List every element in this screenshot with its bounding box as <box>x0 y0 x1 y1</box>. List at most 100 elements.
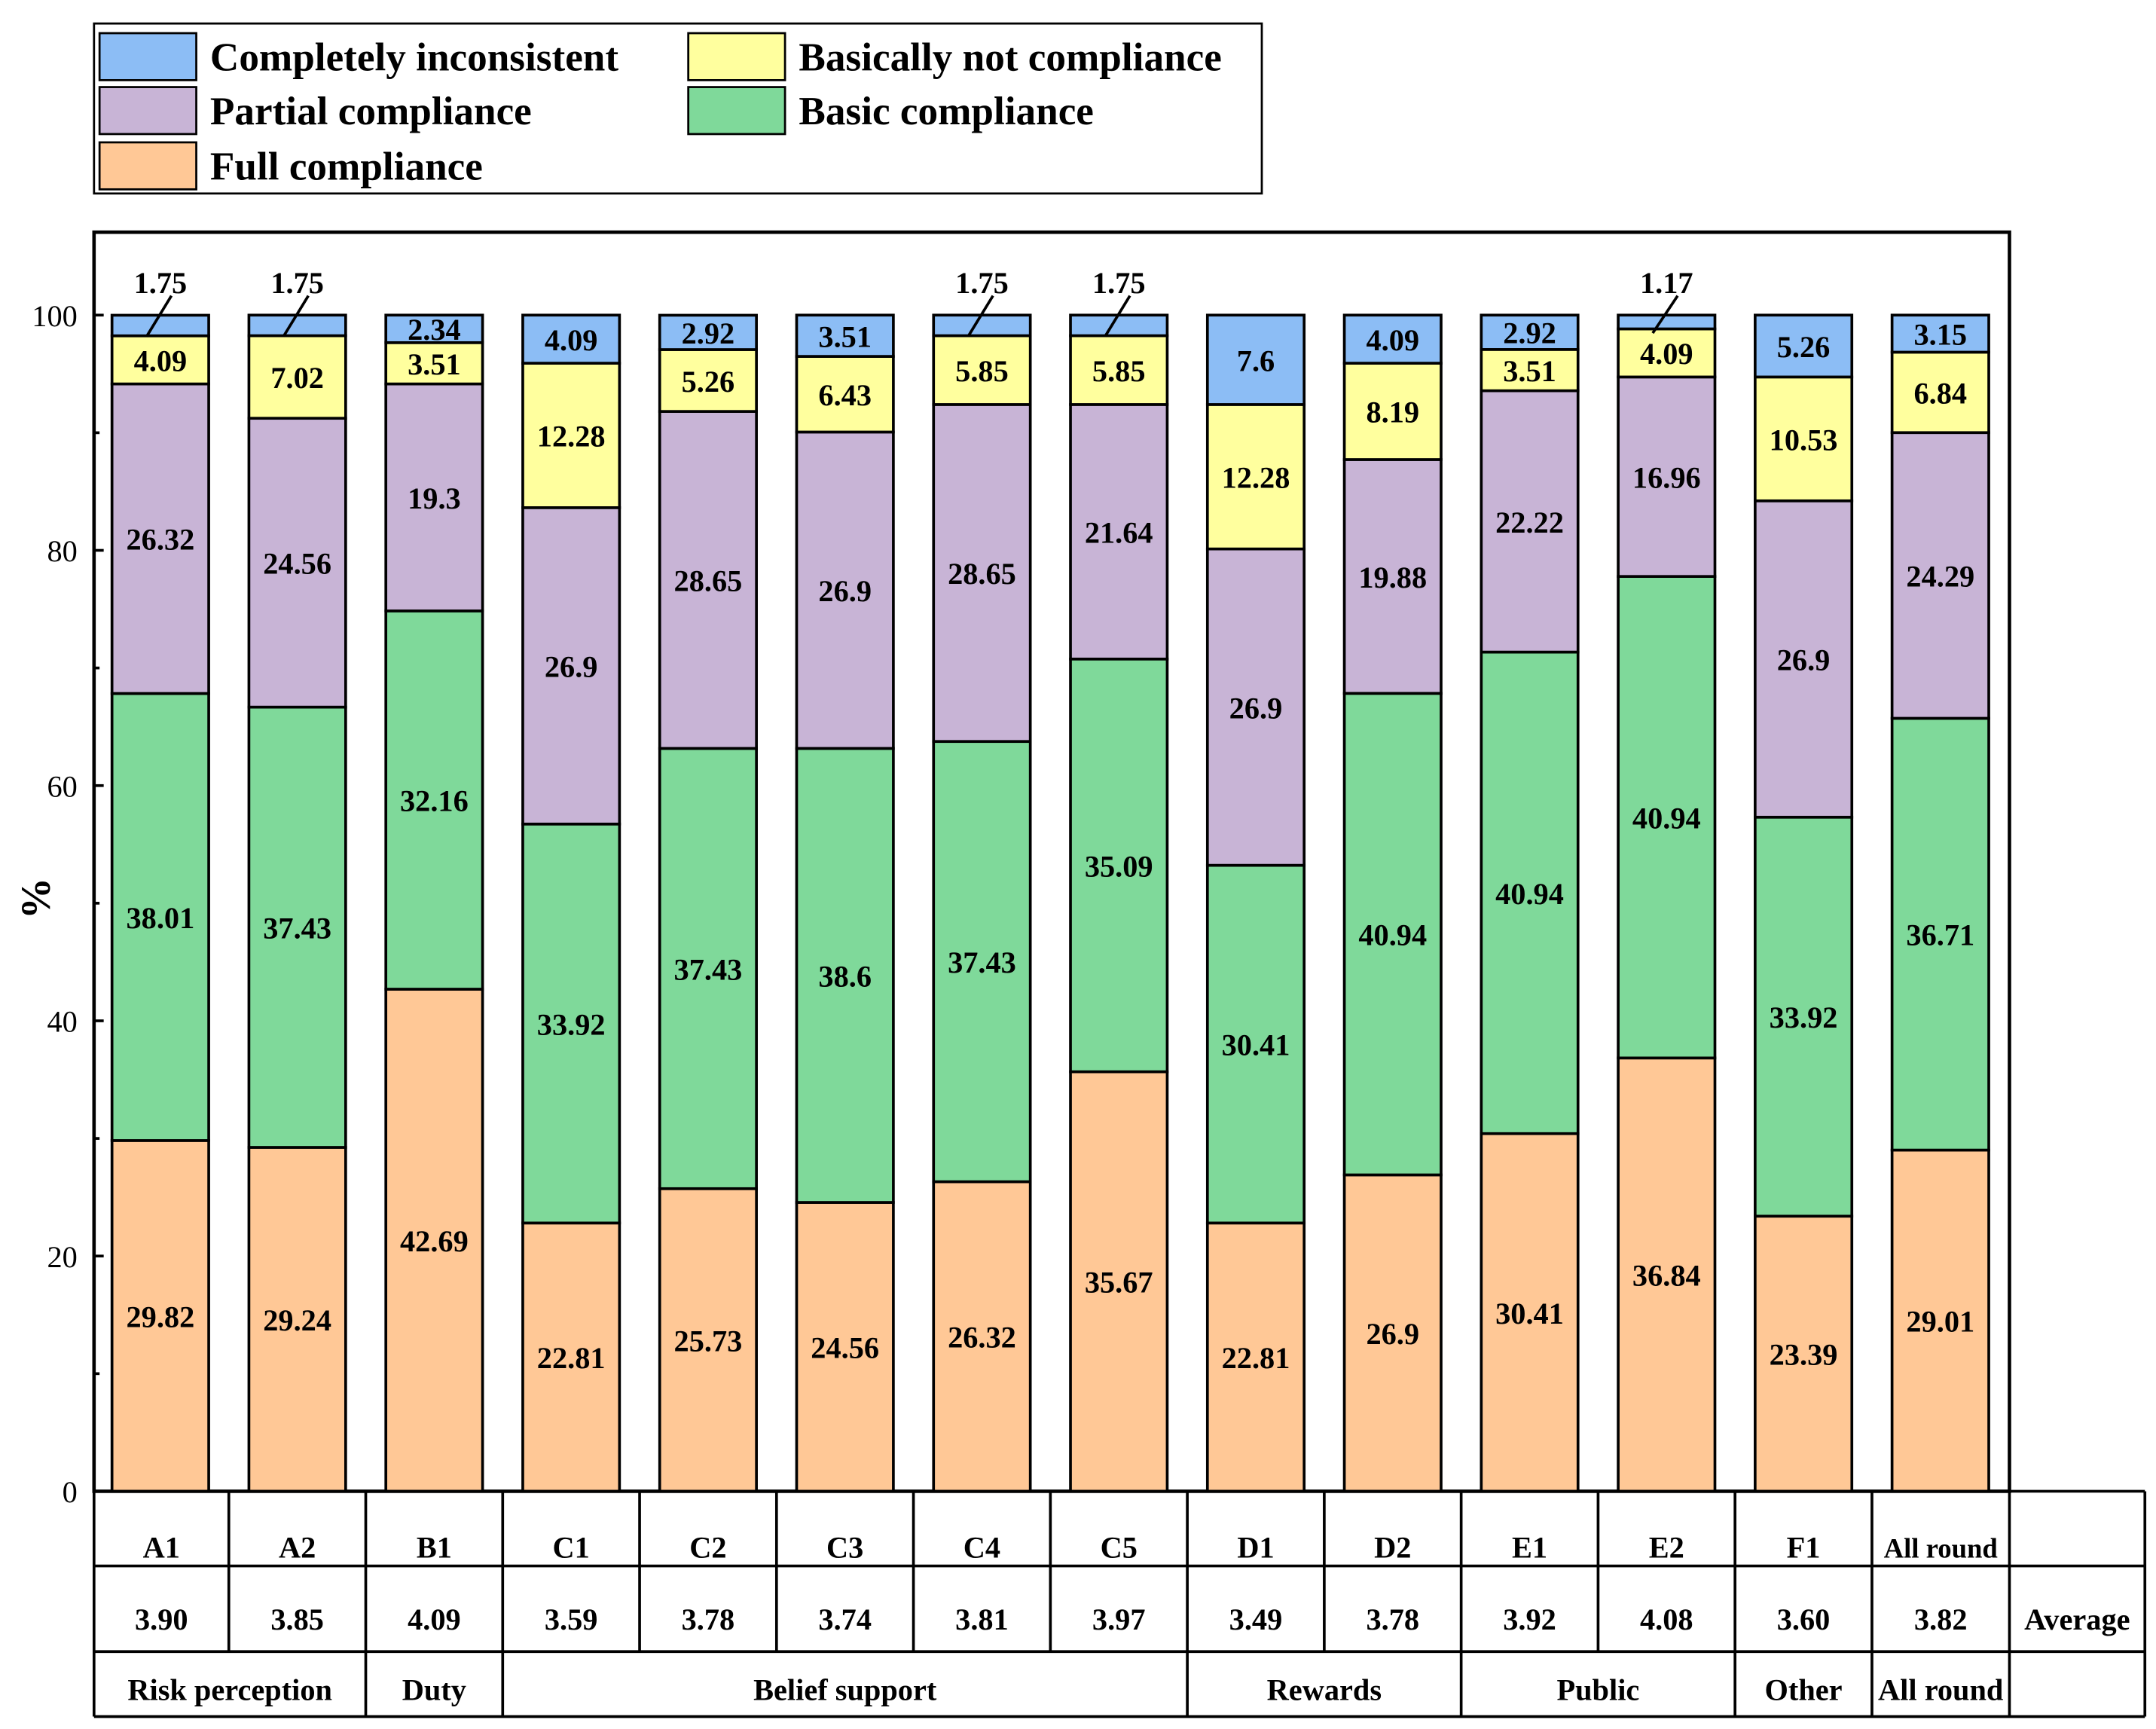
legend-label: Basic compliance <box>799 89 1093 133</box>
bar-segment <box>1890 431 1990 720</box>
y-tick-label: 100 <box>32 299 78 333</box>
data-label: 30.41 <box>1495 1297 1564 1330</box>
legend-swatch <box>687 32 786 81</box>
data-label: 26.9 <box>818 574 872 608</box>
legend-box <box>93 22 1263 195</box>
data-label: 10.53 <box>1770 423 1838 457</box>
data-label: 8.19 <box>1366 396 1419 429</box>
data-label: 1.17 <box>1640 266 1693 300</box>
group-label: Other <box>1765 1672 1843 1706</box>
bar-segment <box>247 334 347 420</box>
category-label: C1 <box>553 1531 590 1565</box>
data-label: 7.6 <box>1237 344 1275 377</box>
bar-segment <box>1205 547 1306 867</box>
category-label: C4 <box>963 1531 1000 1565</box>
data-label: 2.92 <box>1503 316 1556 350</box>
data-label: 29.24 <box>263 1303 331 1337</box>
bar-segment <box>932 740 1032 1184</box>
average-value: 4.09 <box>408 1602 461 1636</box>
bar-segment <box>1480 348 1580 393</box>
bar-segment <box>1890 313 1990 354</box>
bar-segment <box>1480 650 1580 1135</box>
data-label: 1.75 <box>270 266 324 300</box>
bar-segment <box>384 609 484 991</box>
bar-segment <box>247 1146 347 1493</box>
bar-segment <box>1617 327 1717 379</box>
bar-segment <box>521 506 621 826</box>
bar-segment <box>932 313 1032 338</box>
data-label: 29.01 <box>1906 1305 1974 1339</box>
bar-segment <box>1205 403 1306 551</box>
bar-segment <box>1617 1056 1717 1493</box>
legend-swatch <box>98 86 197 136</box>
legend-label: Basically not compliance <box>799 35 1221 80</box>
bar-segment <box>1342 458 1443 695</box>
group-label: Public <box>1556 1672 1639 1706</box>
bar-segment <box>1617 375 1717 579</box>
bar-segment <box>384 341 484 386</box>
data-label: 37.43 <box>948 945 1016 979</box>
data-label: 40.94 <box>1495 877 1564 911</box>
bar-segment <box>1069 1070 1169 1493</box>
bar-segment <box>658 1187 758 1493</box>
average-value: 3.78 <box>682 1602 735 1636</box>
y-tick-label: 60 <box>47 769 77 803</box>
data-label: 2.92 <box>682 316 735 350</box>
data-label: 32.16 <box>400 784 469 818</box>
category-label: E1 <box>1512 1531 1547 1565</box>
data-label: 30.41 <box>1222 1028 1290 1062</box>
bar-segment <box>521 822 621 1225</box>
category-label: C3 <box>826 1531 863 1565</box>
data-label: 5.26 <box>1777 330 1831 364</box>
average-row-label: Average <box>2024 1602 2130 1636</box>
data-label: 21.64 <box>1085 516 1153 550</box>
y-tick-label: 80 <box>47 534 77 568</box>
y-tick-label: 40 <box>47 1005 77 1039</box>
bar-segment <box>110 313 210 338</box>
data-label: 35.67 <box>1085 1266 1153 1300</box>
y-axis-label: % <box>13 878 59 919</box>
bar-segment <box>795 1201 895 1493</box>
bar-segment <box>1617 575 1717 1060</box>
bar-segment <box>110 1139 210 1493</box>
bar-segment <box>1754 313 1854 379</box>
data-label: 3.51 <box>1503 354 1556 388</box>
bar-segment <box>247 313 347 338</box>
data-label: 24.29 <box>1906 560 1974 594</box>
data-label-leader <box>967 295 994 338</box>
bar-segment <box>110 692 210 1142</box>
group-label: Belief support <box>753 1672 937 1706</box>
group-label: Duty <box>402 1672 466 1706</box>
data-label: 5.85 <box>955 354 1009 388</box>
category-label: D1 <box>1237 1531 1274 1565</box>
data-label: 40.94 <box>1632 801 1701 835</box>
y-tick-label: 20 <box>47 1240 77 1274</box>
data-label: 6.43 <box>818 378 872 412</box>
bar-segment <box>1617 313 1717 331</box>
data-label: 23.39 <box>1770 1338 1838 1372</box>
y-tick-label: 0 <box>63 1475 78 1509</box>
data-label: 4.09 <box>545 323 598 357</box>
bar-segment <box>658 747 758 1190</box>
data-label: 25.73 <box>674 1324 743 1358</box>
data-label: 22.81 <box>537 1341 606 1375</box>
data-label: 1.75 <box>955 266 1009 300</box>
category-label: B1 <box>417 1531 452 1565</box>
category-label: A1 <box>143 1531 180 1565</box>
bar-segment <box>1480 313 1580 351</box>
data-label: 26.9 <box>545 649 598 683</box>
data-label: 38.01 <box>126 901 194 935</box>
data-label: 12.28 <box>537 420 606 454</box>
bar-segment <box>795 747 895 1204</box>
data-label: 4.09 <box>134 344 188 377</box>
data-label: 6.84 <box>1914 377 1968 411</box>
bar-segment <box>658 410 758 750</box>
data-label: 3.51 <box>818 319 872 353</box>
bar-segment <box>1342 313 1443 365</box>
bar-segment <box>1890 350 1990 435</box>
group-label: All round <box>1878 1672 2003 1706</box>
bar-segment <box>521 1221 621 1493</box>
average-value: 3.74 <box>818 1602 872 1636</box>
bar-segment <box>1205 313 1306 406</box>
data-label: 22.81 <box>1222 1341 1290 1375</box>
